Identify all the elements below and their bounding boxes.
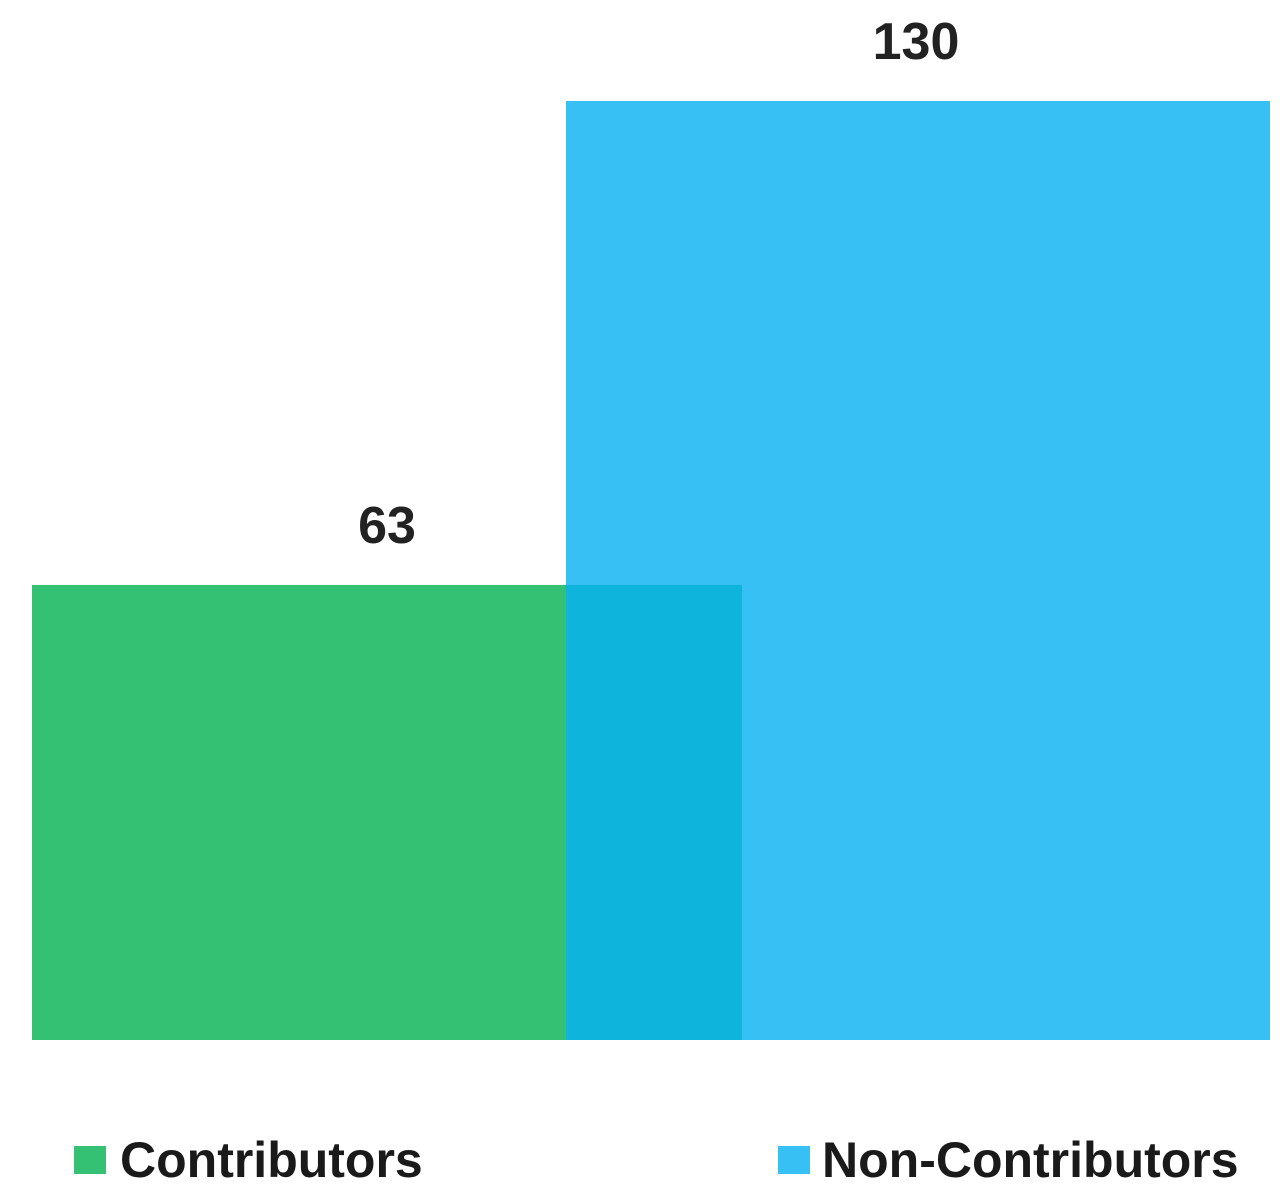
bars-layer — [32, 101, 1270, 1040]
legend-swatch-contributors — [74, 1146, 106, 1174]
bar-overlap-region — [566, 584, 742, 1040]
legend: Contributors Non-Contributors — [74, 1132, 1239, 1188]
data-label-non-contributors: 130 — [873, 13, 960, 71]
data-label-contributors: 63 — [358, 497, 416, 555]
data-labels-layer: 63 130 — [358, 13, 959, 555]
legend-swatch-non-contributors — [778, 1146, 810, 1174]
legend-label-contributors: Contributors — [120, 1132, 423, 1188]
legend-label-non-contributors: Non-Contributors — [822, 1132, 1239, 1188]
